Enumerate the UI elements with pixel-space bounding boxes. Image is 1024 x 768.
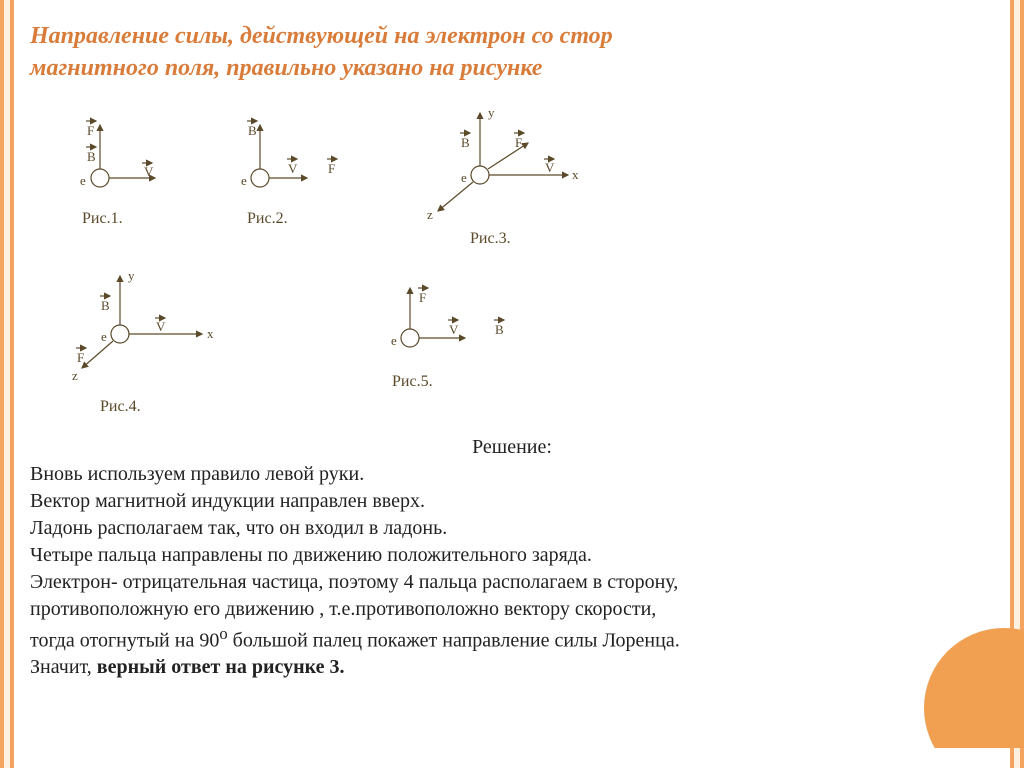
solution-heading: Решение: <box>30 434 994 461</box>
label-y: y <box>128 268 135 283</box>
label-e: e <box>391 333 397 348</box>
title-line-2: магнитного поля, правильно указано на ри… <box>30 55 542 81</box>
solution-line-5: Электрон- отрицательная частица, поэтому… <box>30 571 678 593</box>
solution-line-7a: тогда отогнутый на 90 <box>30 629 219 651</box>
label-F: F <box>77 350 84 365</box>
label-B: B <box>87 149 96 164</box>
label-V: V <box>156 319 166 334</box>
solution-line-3: Ладонь располагаем так, что он входил в … <box>30 517 447 539</box>
solution-answer: верный ответ на рисунке 3. <box>97 656 345 678</box>
solution-block: Решение: Вновь используем правило левой … <box>30 434 994 682</box>
label-B: B <box>248 123 257 138</box>
solution-line-1: Вновь используем правило левой руки. <box>30 463 364 485</box>
label-B: B <box>461 135 470 150</box>
label-F: F <box>87 123 94 138</box>
diagram-region: e F B V Рис.1. <box>60 103 994 416</box>
figure-3: e y B F V x <box>410 103 590 248</box>
label-e: e <box>101 329 107 344</box>
label-x: x <box>572 167 579 182</box>
figure-4-caption: Рис.4. <box>100 398 141 416</box>
title-line-1: Направление силы, действующей на электро… <box>30 23 613 49</box>
label-V: V <box>545 160 555 175</box>
label-x: x <box>207 326 214 341</box>
label-F: F <box>515 135 522 150</box>
solution-line-6: противоположную его движению , т.е.проти… <box>30 598 656 620</box>
label-F: F <box>328 161 335 176</box>
label-e: e <box>80 173 86 188</box>
solution-line-4: Четыре пальца направлены по движению пол… <box>30 544 592 566</box>
solution-line-7sup: о <box>219 624 227 643</box>
label-V: V <box>144 164 154 179</box>
figure-2: e B V F Рис.2. <box>225 103 355 248</box>
label-z: z <box>72 368 78 383</box>
label-V: V <box>288 161 298 176</box>
solution-line-7b: большой палец покажет направление силы Л… <box>228 629 680 651</box>
solution-line-8a: Значит, <box>30 656 97 678</box>
label-z: z <box>427 207 433 222</box>
figure-1-caption: Рис.1. <box>82 210 123 228</box>
label-V: V <box>449 322 459 337</box>
figure-3-caption: Рис.3. <box>470 230 511 248</box>
label-B: B <box>495 322 504 337</box>
label-B: B <box>101 298 110 313</box>
solution-line-2: Вектор магнитной индукции направлен ввер… <box>30 490 425 512</box>
label-e: e <box>241 173 247 188</box>
figure-5: e F V B Рис.5. <box>370 266 530 416</box>
page-title: Направление силы, действующей на электро… <box>30 20 994 85</box>
label-F: F <box>419 290 426 305</box>
figure-4: e y B V x F z <box>60 266 225 416</box>
label-y: y <box>488 105 495 120</box>
figure-1: e F B V Рис.1. <box>60 103 170 248</box>
label-e: e <box>461 170 467 185</box>
figure-2-caption: Рис.2. <box>247 210 288 228</box>
figure-5-caption: Рис.5. <box>392 373 433 391</box>
decorative-circle <box>904 628 1024 748</box>
